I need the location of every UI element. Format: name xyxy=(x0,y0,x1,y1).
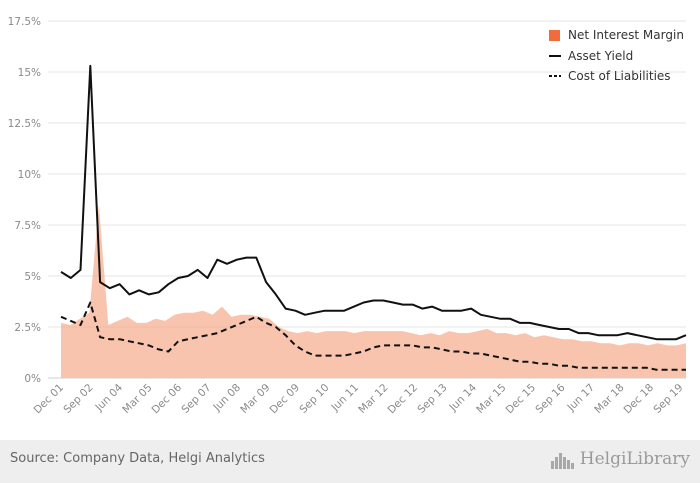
legend-label: Net Interest Margin xyxy=(568,28,684,42)
x-tick-label: Sep 13 xyxy=(415,382,449,416)
x-tick-label: Sep 19 xyxy=(651,382,685,416)
y-tick-label: 10% xyxy=(18,169,41,181)
footer: Source: Company Data, Helgi Analytics He… xyxy=(0,440,700,483)
x-tick-label: Jun 04 xyxy=(93,381,126,414)
x-tick-label: Dec 09 xyxy=(267,382,302,417)
brand-logo: HelgiLibrary xyxy=(550,449,690,469)
x-tick-label: Sep 07 xyxy=(179,382,213,416)
y-tick-label: 7.5% xyxy=(14,220,41,232)
x-tick-label: Mar 15 xyxy=(474,382,508,416)
x-tick-label: Jun 17 xyxy=(565,382,598,415)
series-line-cost-of-liabilities xyxy=(60,301,686,371)
x-tick-label: Mar 12 xyxy=(356,382,390,416)
series-line-asset-yield xyxy=(60,64,687,341)
x-tick-label: Mar 18 xyxy=(592,382,626,416)
x-tick-label: Dec 12 xyxy=(385,382,420,417)
x-tick-label: Jun 14 xyxy=(447,381,480,414)
x-tick-label: Dec 18 xyxy=(621,382,656,417)
x-tick-label: Dec 06 xyxy=(149,381,184,416)
x-tick-label: Dec 15 xyxy=(503,382,538,417)
library-icon xyxy=(550,453,574,469)
brand-name: HelgiLibrary xyxy=(579,449,690,469)
y-tick-label: 2.5% xyxy=(14,322,41,334)
y-tick-label: 12.5% xyxy=(8,118,41,130)
legend-swatch xyxy=(549,30,560,41)
x-tick-label: Dec 01 xyxy=(31,382,66,417)
legend-label: Asset Yield xyxy=(568,49,633,63)
y-tick-label: 17.5% xyxy=(8,16,41,28)
line-layer xyxy=(60,64,687,371)
x-tick-label: Mar 09 xyxy=(238,382,272,416)
source-note: Source: Company Data, Helgi Analytics xyxy=(10,451,265,466)
area-layer xyxy=(61,204,686,378)
x-tick-label: Sep 16 xyxy=(533,381,568,416)
x-tick-label: Sep 02 xyxy=(61,382,95,416)
series-area-net-interest-margin xyxy=(61,204,686,378)
x-tick-label: Sep 10 xyxy=(297,382,331,416)
y-tick-label: 0% xyxy=(24,373,41,385)
x-tick-label: Jun 08 xyxy=(211,382,244,415)
x-tick-label: Mar 05 xyxy=(120,382,154,416)
y-axis: 0% 2.5% 5% 7.5% 10% 12.5% 15% 17.5% xyxy=(8,16,41,385)
legend-label: Cost of Liabilities xyxy=(568,69,671,83)
y-tick-label: 5% xyxy=(24,271,41,283)
legend: Net Interest Margin Asset Yield Cost of Li… xyxy=(549,28,684,83)
x-tick-label: Jun 11 xyxy=(329,382,362,415)
y-tick-label: 15% xyxy=(18,67,41,79)
